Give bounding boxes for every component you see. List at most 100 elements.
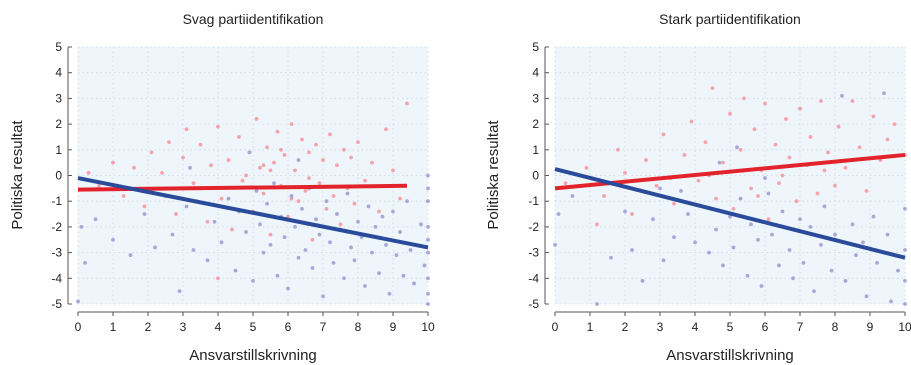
- x-tick-label: 1: [587, 320, 594, 334]
- y-tick-label: 0: [55, 169, 62, 183]
- data-point: [864, 189, 869, 193]
- data-point: [654, 183, 659, 188]
- data-point: [426, 302, 430, 306]
- y-tick-label: -1: [51, 194, 62, 208]
- data-point: [752, 127, 757, 132]
- x-tick-label: 8: [355, 320, 362, 334]
- data-point: [265, 201, 269, 206]
- data-point: [79, 225, 84, 229]
- regression-line: [77, 176, 429, 250]
- data-point: [616, 147, 620, 152]
- data-point: [76, 299, 80, 304]
- data-point: [331, 260, 336, 265]
- data-point: [689, 119, 694, 124]
- y-tick-label: -1: [528, 194, 539, 208]
- data-point: [703, 140, 708, 144]
- x-tick-label: 0: [552, 320, 559, 334]
- data-point: [324, 207, 329, 211]
- data-point: [205, 258, 210, 263]
- data-point: [707, 250, 711, 255]
- data-point: [331, 194, 336, 198]
- data-point: [380, 214, 385, 219]
- data-point: [801, 260, 806, 265]
- y-tick-label: 5: [55, 40, 62, 54]
- chart-title: Svag partiidentifikation: [183, 11, 324, 27]
- data-point: [426, 186, 430, 191]
- chart-title: Stark partiidentifikation: [659, 11, 801, 27]
- x-tick-label: 9: [390, 320, 397, 334]
- data-point: [710, 86, 715, 91]
- data-point: [426, 276, 430, 281]
- data-point: [258, 165, 262, 170]
- x-tick-label: 4: [215, 320, 222, 334]
- data-point: [426, 291, 430, 296]
- data-point: [286, 286, 290, 291]
- x-tick-label: 6: [762, 320, 769, 334]
- data-point: [167, 140, 171, 144]
- x-tick-label: 2: [145, 320, 152, 334]
- data-point: [191, 248, 196, 252]
- data-point: [770, 232, 774, 237]
- data-point: [843, 278, 848, 283]
- data-point: [780, 209, 785, 214]
- data-point: [679, 189, 683, 193]
- data-point: [696, 178, 701, 183]
- data-point: [387, 291, 392, 296]
- data-point: [97, 183, 101, 188]
- data-point: [370, 250, 374, 255]
- data-point: [738, 196, 743, 201]
- x-tick-label: 9: [867, 320, 874, 334]
- data-point: [265, 145, 269, 150]
- data-point: [808, 225, 813, 229]
- data-point: [630, 212, 634, 216]
- data-point: [366, 204, 371, 209]
- y-tick-label: -5: [528, 297, 539, 311]
- data-point: [314, 217, 318, 222]
- data-point: [384, 127, 388, 132]
- data-point: [282, 153, 287, 157]
- data-point: [261, 250, 266, 255]
- y-tick-label: -3: [528, 246, 539, 260]
- data-point: [819, 242, 823, 247]
- data-point: [352, 258, 357, 263]
- x-axis-label: Ansvarstillskrivning: [666, 347, 794, 364]
- data-point: [857, 145, 862, 150]
- data-point: [651, 217, 655, 222]
- y-axis-label: Politiska resultat: [9, 120, 26, 230]
- data-point: [871, 114, 876, 119]
- data-point: [191, 181, 196, 186]
- data-point: [335, 163, 339, 168]
- data-point: [766, 191, 771, 196]
- data-point: [307, 150, 311, 155]
- chart-panel-weak: -5 -4 -3 -2 -1 0 1 2 3 4 5 0 1 2 3 4 5 6 7 8 9 10 Svag partii…: [9, 11, 435, 364]
- data-point: [149, 150, 154, 155]
- data-point: [422, 263, 427, 268]
- data-point: [791, 276, 795, 281]
- data-point: [128, 253, 133, 258]
- data-point: [882, 91, 886, 96]
- data-point: [188, 165, 192, 170]
- data-point: [595, 302, 599, 306]
- data-point: [198, 142, 203, 147]
- data-point: [875, 260, 879, 265]
- data-point: [342, 276, 346, 281]
- data-point: [174, 212, 178, 216]
- data-point: [822, 204, 827, 209]
- data-point: [570, 194, 575, 198]
- data-point: [384, 242, 388, 247]
- data-point: [742, 96, 746, 101]
- data-point: [731, 245, 736, 250]
- data-point: [184, 127, 189, 132]
- x-tick-label: 3: [180, 320, 187, 334]
- data-point: [798, 106, 802, 111]
- data-point: [903, 278, 907, 283]
- x-tick-label: 7: [797, 320, 804, 334]
- data-point: [672, 201, 676, 206]
- y-tick-label: 4: [532, 66, 539, 80]
- data-point: [661, 258, 666, 263]
- data-point: [142, 204, 147, 209]
- data-point: [226, 196, 231, 201]
- data-point: [83, 260, 87, 265]
- data-point: [903, 207, 907, 211]
